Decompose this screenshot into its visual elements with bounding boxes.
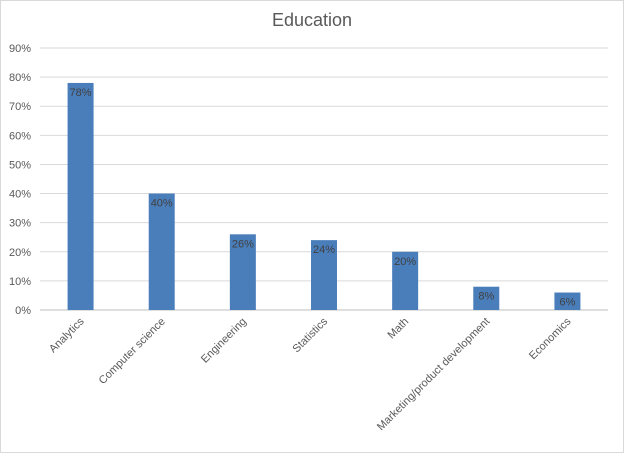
y-tick-label: 50%	[9, 159, 31, 171]
x-tick-label: Analytics	[47, 315, 87, 355]
bar	[67, 82, 94, 310]
y-tick-label: 20%	[9, 247, 31, 259]
x-tick-label: Statistics	[291, 315, 331, 355]
x-tick-label: Computer science	[97, 316, 168, 387]
y-tick-label: 90%	[9, 43, 31, 55]
x-tick-label: Engineering	[199, 316, 249, 366]
y-axis-ticks: 0% 10% 20% 30% 40% 50% 60% 70% 80% 90%	[9, 43, 31, 317]
data-label: 40%	[151, 198, 173, 210]
bar	[229, 234, 256, 310]
y-tick-label: 40%	[9, 189, 31, 201]
data-label: 8%	[478, 291, 494, 303]
y-tick-label: 0%	[15, 305, 31, 317]
y-tick-label: 80%	[9, 72, 31, 84]
x-axis-ticks: Analytics Computer science Engineering Stat…	[47, 315, 574, 433]
bars	[67, 82, 581, 310]
bar	[392, 251, 419, 310]
y-tick-label: 30%	[9, 218, 31, 230]
data-label: 24%	[313, 244, 335, 256]
bar	[148, 193, 175, 310]
bar	[554, 292, 581, 310]
y-tick-label: 10%	[9, 276, 31, 288]
chart-title: Education	[271, 10, 353, 30]
bar	[311, 240, 337, 310]
y-tick-label: 70%	[9, 101, 31, 113]
y-tick-label: 60%	[9, 130, 31, 142]
data-labels: 78% 40% 26% 24% 20% 8% 6%	[70, 87, 576, 309]
data-label: 26%	[232, 238, 254, 250]
data-label: 20%	[394, 256, 416, 268]
data-label: 6%	[559, 297, 575, 309]
x-tick-label: Math	[385, 316, 411, 342]
x-tick-label: Economics	[527, 315, 574, 362]
data-label: 78%	[70, 87, 92, 99]
bar	[473, 286, 500, 310]
